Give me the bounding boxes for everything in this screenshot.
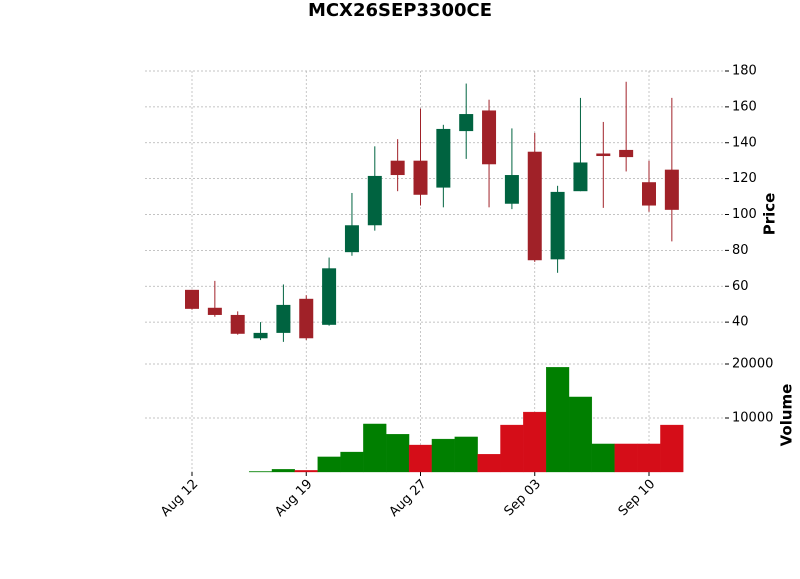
candle-body [550, 191, 565, 260]
y-tick-label: 140 [732, 135, 757, 150]
volume-bar [317, 456, 341, 473]
volume-bar [386, 434, 410, 473]
volume-bar [637, 443, 661, 473]
volume-bar [363, 423, 387, 473]
volume-bar [591, 443, 615, 473]
volume-bar [614, 443, 638, 473]
candle-body [344, 225, 359, 253]
candle-body [390, 160, 405, 176]
volume-bar [660, 424, 684, 473]
candle-body [322, 268, 337, 325]
y-tick-label: 80 [732, 243, 749, 258]
volume-bar [294, 470, 318, 473]
volume-bar [477, 454, 501, 473]
candle-body [642, 182, 656, 206]
candle-body [504, 175, 519, 204]
candle-body [619, 149, 634, 158]
x-tick-label: Sep 03 [501, 477, 544, 520]
volume-bar [248, 471, 273, 473]
y-tick-label: 160 [732, 99, 757, 114]
candle-body [573, 162, 588, 192]
volume-tick-label: 10000 [732, 411, 773, 426]
candle-body [436, 128, 451, 188]
candle-body [230, 314, 245, 334]
chart-title: MCX26SEP3300CE [308, 0, 492, 21]
volume-bar [523, 411, 547, 473]
x-tick-label: Aug 12 [158, 477, 201, 520]
volume-bar [408, 444, 433, 473]
y-axis-label: Price [761, 193, 779, 236]
x-tick-label: Sep 10 [616, 477, 659, 520]
y-tick-label: 120 [732, 171, 757, 186]
x-tick-label: Aug 27 [387, 477, 430, 520]
volume-bar [431, 438, 455, 473]
candle-body [367, 175, 382, 226]
candle-body [459, 114, 474, 132]
candle-body [185, 289, 199, 309]
volume-bar [500, 424, 524, 473]
volume-bar [454, 436, 478, 473]
candle-body [253, 332, 268, 339]
candle-body [527, 151, 542, 261]
candle-body [299, 298, 314, 339]
volume-bar [568, 396, 593, 473]
y-tick-label: 40 [732, 315, 749, 330]
candle-body [596, 153, 611, 157]
volume-bar [271, 469, 295, 473]
volume-bar [546, 367, 570, 473]
candle-body [664, 169, 679, 210]
volume-axis-label: Volume [778, 384, 796, 447]
volume-bar [340, 451, 364, 473]
candle-body [276, 304, 291, 333]
y-tick-label: 100 [732, 207, 757, 222]
y-tick-label: 60 [732, 279, 749, 294]
candle-body [482, 110, 497, 165]
y-tick-label: 180 [732, 64, 757, 79]
candle-body [207, 307, 222, 315]
candle-body [413, 160, 428, 195]
x-tick-label: Aug 19 [272, 477, 315, 520]
volume-tick-label: 20000 [732, 357, 773, 372]
